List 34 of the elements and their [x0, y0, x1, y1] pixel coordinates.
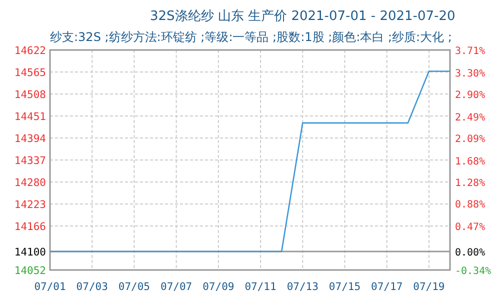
x-tick-label: 07/03 — [76, 281, 108, 293]
y-tick-label: 14280 — [14, 177, 46, 189]
y-tick-label: 14223 — [14, 199, 46, 211]
y2-tick-label: 1.28% — [455, 178, 486, 189]
y2-tick-label: 0.00% — [455, 248, 486, 259]
chart-title: 32S涤纶纱 山东 生产价 2021-07-01 - 2021-07-20 — [150, 9, 456, 24]
y2-tick-label: -0.34% — [455, 266, 492, 277]
y2-tick-label: 3.30% — [455, 68, 486, 80]
x-tick-label: 07/05 — [118, 281, 150, 293]
y2-tick-label: 0.47% — [455, 222, 486, 233]
y-tick-label: 14337 — [14, 155, 46, 167]
y-tick-label: 14100 — [14, 246, 46, 258]
x-tick-label: 07/19 — [413, 281, 445, 293]
y2-tick-label: 1.68% — [455, 156, 486, 168]
y-tick-label: 14508 — [14, 89, 46, 101]
y-tick-label: 14394 — [14, 133, 46, 145]
x-tick-label: 07/15 — [328, 281, 361, 293]
x-tick-label: 07/09 — [202, 281, 234, 293]
y2-tick-label: 2.49% — [455, 112, 486, 124]
y2-tick-label: 2.90% — [455, 90, 486, 101]
y2-tick-label: 3.71% — [455, 46, 486, 57]
chart-subtitle: 纱支:32S ;纺纱方法:环锭纺 ;等级:一等品 ;股数:1股 ;颜色:本白 ;纱质:大化 ; — [50, 30, 452, 44]
y-tick-label: 14565 — [14, 67, 46, 79]
y-tick-label: 14451 — [14, 111, 46, 123]
x-tick-label: 07/11 — [244, 281, 276, 293]
y2-tick-label: 2.09% — [455, 134, 486, 145]
x-tick-label: 07/07 — [160, 281, 192, 293]
x-tick-label: 07/01 — [34, 281, 66, 293]
y-tick-label: 14052 — [14, 265, 46, 277]
y-tick-label: 14622 — [14, 45, 46, 57]
y-tick-label: 14166 — [14, 221, 46, 233]
x-tick-label: 07/17 — [371, 281, 403, 293]
x-tick-label: 07/13 — [286, 281, 318, 293]
y2-tick-label: 0.88% — [455, 200, 486, 211]
